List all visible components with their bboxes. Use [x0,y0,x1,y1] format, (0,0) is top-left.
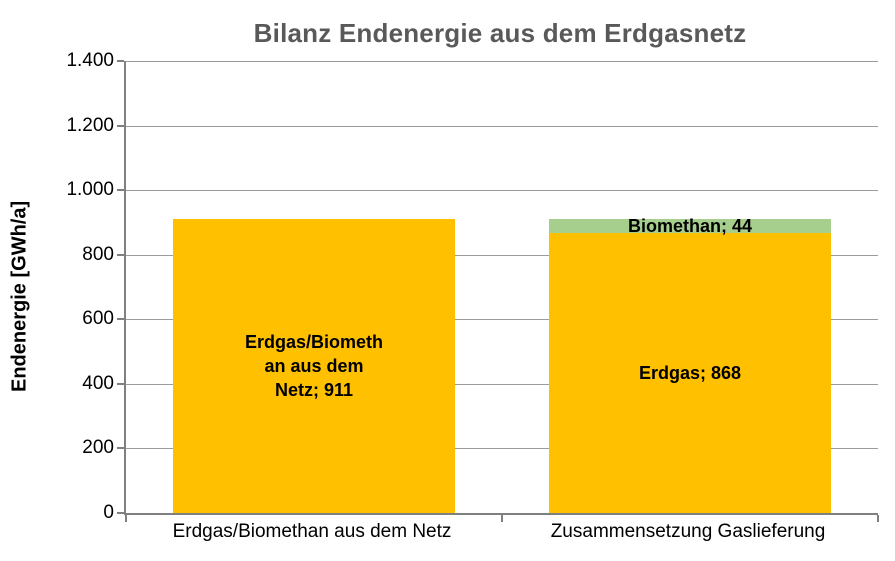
plot-area: Erdgas/Biometh an aus dem Netz; 911 Erdga… [117,60,879,522]
bar-segment-erdgas-biomethan-aus-dem-netz [173,218,455,513]
y-tick-label: 200 [82,437,114,459]
bar-2: Erdgas; 868 Biomethan; 44 [549,61,831,513]
y-tick-mark-1.000 [117,189,124,192]
bar-1: Erdgas/Biometh an aus dem Netz; 911 [173,61,455,513]
bar-segment-erdgas [549,232,831,513]
gridline-1.000 [126,190,878,192]
chart-title: Bilanz Endenergie aus dem Erdgasnetz [253,18,747,48]
y-tick-mark-200 [117,447,124,450]
y-tick-label: 1.400 [66,50,114,71]
y-tick-label: 0 [103,502,114,523]
gridline-400 [126,383,878,385]
y-tick-label: 400 [82,372,114,394]
x-category-label: Zusammensetzung Gaslieferung [550,521,826,542]
y-tick-label: 1.000 [66,179,114,201]
y-tick-label: 600 [82,308,114,330]
gridline-600 [126,319,878,321]
y-tick-mark-600 [117,318,124,321]
y-tick-mark-0 [117,512,124,514]
y-tick-mark-800 [117,253,124,256]
gridline-800 [126,254,878,256]
gridline-1.200 [126,125,878,127]
bar-segment-biomethan [549,218,831,233]
y-tick-mark-1.400 [117,60,124,62]
y-tick-mark-1.200 [117,124,124,127]
x-tick-mark [877,515,879,522]
x-tick-mark [501,515,503,522]
y-tick-labels: 0 200 400 600 800 1.000 1.200 1.400 [0,50,114,523]
x-tick-mark [125,515,127,522]
y-tick-label: 800 [82,243,114,265]
gridline-200 [126,448,878,450]
x-category-label: Erdgas/Biomethan aus dem Netz [172,521,452,542]
gridline-1.400 [126,61,878,62]
y-tick-mark-400 [117,382,124,385]
x-category-labels: Erdgas/Biomethan aus dem Netz Zusammenset… [124,521,876,551]
y-tick-label: 1.200 [66,114,114,136]
